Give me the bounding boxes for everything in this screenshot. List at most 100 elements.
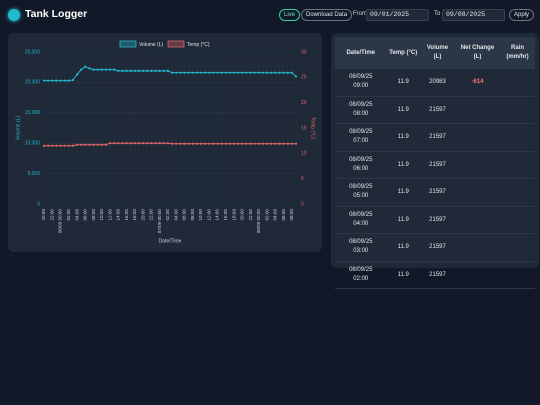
point [286,142,289,145]
cell-volume: 21597 [420,233,455,262]
point [117,142,120,145]
point [67,144,70,147]
y2-tick-label: 0 [301,201,304,207]
point [220,142,223,145]
series-line [44,66,297,82]
cell-volume: 21597 [420,206,455,234]
point [75,73,79,76]
point [51,79,54,82]
x-tick-label: 20:00 [140,209,145,221]
live-toggle[interactable]: Live [279,9,301,21]
point [146,142,149,145]
cell: 08/09/25 08:00 [335,96,387,124]
column-title: Temp (°C) [389,49,418,56]
point [170,71,174,74]
column-title: Date/Time [346,49,376,56]
cell: 08/09/25 05:00 [335,178,387,207]
cell-net-change [455,261,500,289]
point [294,75,298,78]
chart: 0 5,000 10,000 15,000 20,000 25,000 0 5 10 15 20 25… [15,40,316,244]
legend-swatch [119,40,137,48]
column-title: Net Change (L) [460,45,495,60]
point [51,144,54,147]
point [290,71,293,74]
cell-volume: 21597 [420,151,455,179]
table-row: 08/09/25 08:00 11.9 21597 [335,96,535,124]
point [228,71,232,74]
y-tick-label: 15,000 [25,110,41,116]
cell-volume: 20983 [420,69,455,97]
cell: 08/09/25 02:00 [335,261,387,289]
download-button[interactable]: Download Data [301,9,353,21]
point [212,71,215,74]
x-tick-label: 22:00 [248,209,253,221]
point [208,142,211,145]
point [183,142,186,145]
y-tick-label: 20,000 [25,80,41,86]
x-tick-label: 08:00 [91,209,96,221]
point [195,71,198,74]
cell-rain [500,69,535,97]
point [265,142,269,145]
x-tick-label: 18:00 [231,209,236,221]
point [191,142,194,145]
to-date[interactable]: 09/08/2025 [442,9,505,21]
y2-tick-label: 5 [301,176,304,182]
point [253,142,256,145]
point [220,71,223,74]
point [261,71,265,74]
point [166,142,170,145]
legend-label: Temp (°C) [187,42,210,48]
point [162,69,165,72]
x-tick-label: 04:00 [273,209,278,221]
point [249,142,252,145]
point [92,143,95,146]
point [282,71,285,74]
table-row: 08/09/25 03:00 11.9 21597 [335,233,535,262]
y2-tick-label: 10 [301,151,307,157]
point [59,79,62,82]
cell-rain [500,96,535,124]
y-axis-title: Volume (L) [15,116,21,141]
point [175,142,178,145]
column-header: Volume (L) [420,37,455,69]
cell-volume: 21597 [420,96,455,124]
point [75,143,79,146]
table-row: 08/09/25 09:00 11.9 20983 -614 [335,69,535,97]
point [249,71,252,74]
apply-button[interactable]: Apply [509,9,535,21]
x-tick-label: 12:00 [206,209,211,221]
x-tick-label: 08:00 [190,209,195,221]
cell-net-change [455,123,500,152]
column-header: Date/Time [335,37,387,69]
point [286,71,289,74]
point [108,142,112,145]
point [104,68,108,71]
point [47,79,50,82]
y2-axis-title: Temp (°C) [310,117,316,140]
point [282,142,285,145]
point [270,71,273,74]
point [129,142,132,145]
column-header: Temp (°C) [386,37,420,69]
chart-card: 0 5,000 10,000 15,000 20,000 25,000 0 5 10 15 20 25… [8,33,322,252]
cell-datetime: 08/09/25 05:00 [349,184,373,200]
x-tick-label: 20:00 [41,209,46,221]
point [96,143,99,146]
point [121,69,124,72]
from-date[interactable]: 09/01/2025 [366,9,429,21]
from-label: From [353,11,367,17]
cell-rain [500,151,535,179]
point [137,69,141,72]
table-header: Date/Time Temp (°C) Volume (L) Net Change (… [335,37,535,69]
point [158,142,161,145]
point [117,69,120,72]
column-title: Volume (L) [426,45,449,60]
cell-net-change [455,206,500,234]
point [290,142,293,145]
x-tick-label: 14:00 [215,209,220,221]
point [204,71,207,74]
cell-datetime: 08/09/25 09:00 [349,74,373,90]
point [228,142,232,145]
